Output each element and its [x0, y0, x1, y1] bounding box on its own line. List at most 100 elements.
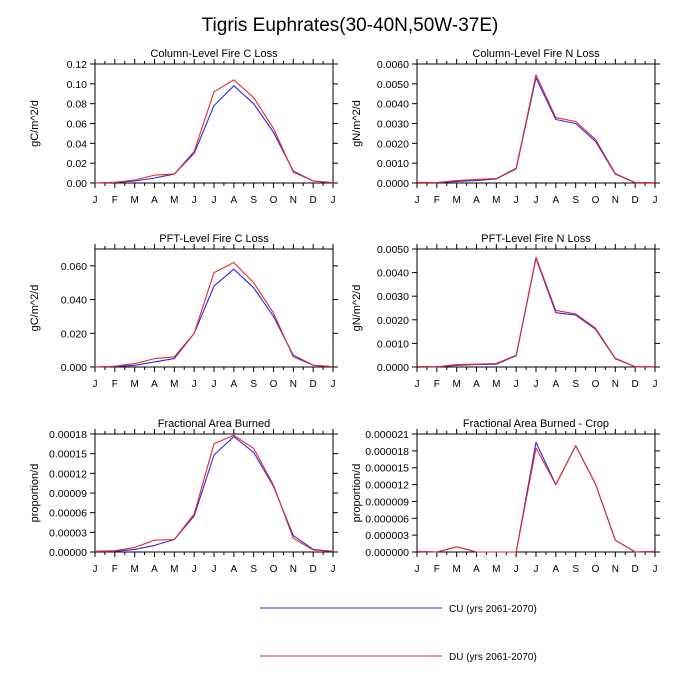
x-tick-label: D [632, 195, 639, 206]
panel-title: Column-Level Fire C Loss [150, 48, 278, 60]
x-tick-label: N [612, 195, 619, 206]
y-axis-label: proportion/d [29, 464, 41, 523]
x-tick-label: N [290, 379, 297, 390]
x-tick-label: J [192, 379, 197, 390]
panel-1: Column-Level Fire C Loss gC/m^2/d J F M A M J J A… [29, 48, 338, 206]
x-tick-label: A [473, 564, 480, 575]
x-tick-label: M [492, 379, 500, 390]
y-tick-label: 0.00018 [49, 429, 87, 441]
y-tick-label: 0.040 [61, 295, 87, 307]
x-tick-label: S [250, 195, 257, 206]
series-line-cu [416, 441, 656, 553]
x-tick-label: A [230, 379, 237, 390]
y-axis-label: gN/m^2/d [351, 285, 363, 332]
x-tick-label: J [331, 564, 336, 575]
panel-2: Column-Level Fire N Loss gN/m^2/d J F M A M J J A… [351, 48, 660, 206]
y-tick-label: 0.000000 [365, 547, 409, 559]
panels: Column-Level Fire C Loss gC/m^2/d J F M A M J J A… [29, 48, 660, 575]
x-tick-label: J [192, 564, 197, 575]
x-tick-label: M [492, 564, 500, 575]
panel-5: Fractional Area Burned proportion/d J F M A M J… [29, 418, 338, 575]
y-tick-label: 0.000021 [365, 429, 409, 441]
y-tick-label: 0.0050 [377, 244, 409, 256]
x-tick-label: D [632, 564, 639, 575]
x-tick-label: S [250, 379, 257, 390]
y-tick-label: 0.0010 [377, 158, 409, 170]
series-line-du [416, 256, 655, 368]
series-line-du [416, 74, 655, 184]
x-tick-label: M [452, 564, 460, 575]
series-line-cu [94, 85, 334, 184]
x-tick-label: M [170, 195, 178, 206]
x-tick-label: O [592, 379, 600, 390]
series-line-cu [416, 77, 655, 184]
x-tick-label: J [331, 379, 336, 390]
x-tick-label: M [492, 195, 500, 206]
y-tick-label: 0.04 [67, 138, 88, 150]
y-tick-label: 0.0000 [377, 362, 409, 374]
series-line-du [94, 434, 334, 552]
x-tick-label: F [434, 195, 440, 206]
y-tick-label: 0.020 [61, 328, 87, 340]
x-tick-label: A [151, 379, 158, 390]
x-tick-label: N [612, 564, 619, 575]
x-tick-label: F [112, 564, 118, 575]
x-tick-label: J [192, 195, 197, 206]
legend: CU (yrs 2061-2070) DU (yrs 2061-2070) [260, 604, 537, 663]
x-tick-label: J [415, 195, 420, 206]
y-tick-label: 0.0020 [377, 315, 409, 327]
y-tick-label: 0.00006 [49, 508, 87, 520]
x-tick-label: M [130, 564, 138, 575]
legend-label-du: DU (yrs 2061-2070) [449, 652, 537, 663]
plot-frame [94, 63, 334, 184]
x-tick-label: A [473, 379, 480, 390]
y-axis-label: gC/m^2/d [29, 285, 41, 332]
y-tick-label: 0.0040 [377, 99, 409, 111]
panel-title: PFT-Level Fire C Loss [159, 233, 269, 245]
y-tick-label: 0.0000 [377, 178, 409, 190]
x-tick-label: O [270, 379, 278, 390]
x-tick-label: J [212, 564, 217, 575]
series-line-cu [416, 257, 655, 368]
y-tick-label: 0.0040 [377, 268, 409, 280]
x-tick-label: J [415, 564, 420, 575]
x-tick-label: O [270, 564, 278, 575]
figure-title: Tigris Euphrates(30-40N,50W-37E) [202, 15, 499, 36]
x-tick-label: J [514, 379, 519, 390]
x-tick-label: J [534, 379, 539, 390]
y-tick-label: 0.000012 [365, 480, 409, 492]
y-tick-label: 0.060 [61, 261, 87, 273]
y-axis-label: gC/m^2/d [29, 100, 41, 147]
y-tick-label: 0.0060 [377, 59, 409, 71]
x-tick-label: S [250, 564, 257, 575]
panel-4: PFT-Level Fire N Loss gN/m^2/d J F M A M J J A S O N… [351, 233, 660, 390]
x-tick-label: O [270, 195, 278, 206]
x-tick-label: A [552, 564, 559, 575]
x-tick-label: M [452, 195, 460, 206]
y-tick-label: 0.00015 [49, 449, 87, 461]
x-tick-label: F [434, 379, 440, 390]
y-tick-label: 0.00012 [49, 468, 87, 480]
y-axis-label: proportion/d [351, 464, 363, 523]
x-tick-label: A [552, 195, 559, 206]
x-tick-label: J [514, 564, 519, 575]
panel-title: Fractional Area Burned - Crop [463, 418, 609, 430]
x-tick-label: J [415, 379, 420, 390]
plot-frame [94, 433, 334, 553]
x-tick-label: S [572, 195, 579, 206]
y-tick-label: 0.08 [67, 99, 88, 111]
x-tick-label: A [151, 564, 158, 575]
series-line-du [94, 79, 334, 184]
y-tick-label: 0.12 [67, 59, 88, 71]
x-tick-label: S [572, 564, 579, 575]
x-tick-label: J [93, 379, 98, 390]
x-tick-label: N [612, 379, 619, 390]
x-tick-label: S [572, 379, 579, 390]
x-tick-label: J [514, 195, 519, 206]
y-tick-label: 0.000015 [365, 463, 409, 475]
x-tick-label: A [473, 195, 480, 206]
x-tick-label: F [112, 379, 118, 390]
plot-frame [416, 433, 656, 553]
y-tick-label: 0.10 [67, 79, 88, 91]
